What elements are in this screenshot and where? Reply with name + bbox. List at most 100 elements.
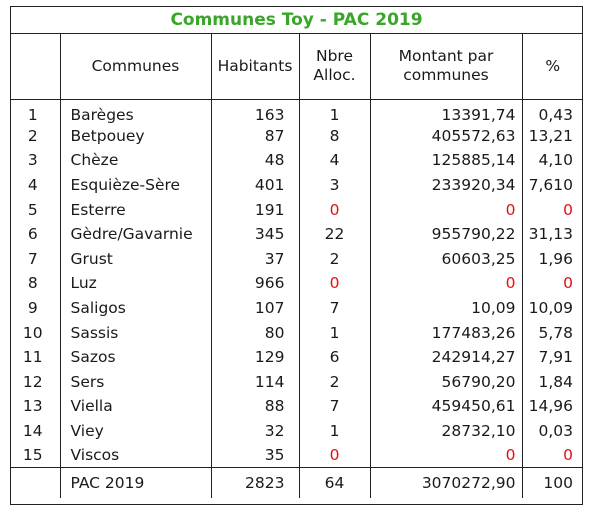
row-alloc: 0 <box>298 271 370 296</box>
total-pct: 100 <box>521 467 583 498</box>
row-montant: 177483,26 <box>369 320 522 345</box>
header-row: Communes Habitants Nbre Alloc. Montant pa… <box>10 34 583 100</box>
total-montant: 3070272,90 <box>369 467 522 498</box>
table-row: 5 Esterre 191 0 0 0 <box>10 197 583 222</box>
row-habitants: 88 <box>210 394 299 419</box>
row-montant: 0 <box>369 271 522 296</box>
row-alloc: 4 <box>298 148 370 173</box>
row-pct: 10,09 <box>521 295 583 321</box>
row-index: 13 <box>22 397 43 416</box>
row-habitants: 35 <box>210 443 299 468</box>
row-commune: Sazos <box>59 344 211 370</box>
row-index: 1 <box>27 105 38 124</box>
row-index: 9 <box>27 299 38 318</box>
header-alloc-line2: Alloc. <box>313 66 356 85</box>
row-habitants: 191 <box>210 197 299 222</box>
table-row: 10 Sassis 80 1 177483,26 5,78 <box>10 320 583 345</box>
row-alloc: 3 <box>298 172 370 198</box>
total-row: PAC 2019 2823 64 3070272,90 100 <box>10 467 583 498</box>
row-montant: 0 <box>369 443 522 468</box>
row-commune: Saligos <box>59 295 211 321</box>
row-pct: 31,13 <box>521 221 583 247</box>
row-pct: 0,43 <box>521 99 583 124</box>
table-body: 1 Barèges 163 1 13391,74 0,43 2 Betpouey 87 8 4055… <box>10 99 583 468</box>
table-row: 8 Luz 966 0 0 0 <box>10 271 583 296</box>
row-pct: 0 <box>521 443 583 468</box>
row-commune: Barèges <box>59 99 211 124</box>
table-row: 2 Betpouey 87 8 405572,63 13,21 <box>10 123 583 149</box>
row-commune: Esquièze-Sère <box>59 172 211 198</box>
row-alloc: 0 <box>298 197 370 222</box>
row-habitants: 129 <box>210 344 299 370</box>
table-row: 12 Sers 114 2 56790,20 1,84 <box>10 369 583 395</box>
row-commune: Luz <box>59 271 211 296</box>
row-alloc: 2 <box>298 246 370 272</box>
row-montant: 125885,14 <box>369 148 522 173</box>
table-row: 6 Gèdre/Gavarnie 345 22 955790,22 31,13 <box>10 221 583 247</box>
row-pct: 1,96 <box>521 246 583 272</box>
total-alloc: 64 <box>298 467 370 498</box>
table-row: 13 Viella 88 7 459450,61 14,96 <box>10 394 583 419</box>
row-montant: 405572,63 <box>369 123 522 149</box>
header-index <box>10 34 60 100</box>
row-alloc: 1 <box>298 418 370 444</box>
row-alloc: 7 <box>298 394 370 419</box>
table-row: 3 Chèze 48 4 125885,14 4,10 <box>10 148 583 173</box>
row-commune: Sers <box>59 369 211 395</box>
row-montant: 233920,34 <box>369 172 522 198</box>
row-commune: Chèze <box>59 148 211 173</box>
row-alloc: 0 <box>298 443 370 468</box>
row-index: 12 <box>22 372 43 391</box>
header-habitants: Habitants <box>210 34 299 100</box>
row-index: 7 <box>27 249 38 268</box>
row-pct: 1,84 <box>521 369 583 395</box>
row-habitants: 114 <box>210 369 299 395</box>
row-index: 5 <box>27 200 38 219</box>
row-pct: 14,96 <box>521 394 583 419</box>
communes-table: Communes Habitants Nbre Alloc. Montant pa… <box>10 34 583 498</box>
table-row: 14 Viey 32 1 28732,10 0,03 <box>10 418 583 444</box>
row-alloc: 8 <box>298 123 370 149</box>
row-habitants: 163 <box>210 99 299 124</box>
header-montant-line2: communes <box>403 66 489 85</box>
row-pct: 7,91 <box>521 344 583 370</box>
row-alloc: 22 <box>298 221 370 247</box>
row-montant: 242914,27 <box>369 344 522 370</box>
row-habitants: 48 <box>210 148 299 173</box>
header-pct: % <box>521 34 583 100</box>
row-pct: 5,78 <box>521 320 583 345</box>
row-index: 3 <box>27 151 38 170</box>
row-index: 2 <box>27 126 38 145</box>
table-row: 11 Sazos 129 6 242914,27 7,91 <box>10 344 583 370</box>
row-commune: Esterre <box>59 197 211 222</box>
row-pct: 0 <box>521 271 583 296</box>
row-pct: 0 <box>521 197 583 222</box>
table-row: 4 Esquièze-Sère 401 3 233920,34 7,610 <box>10 172 583 198</box>
row-habitants: 80 <box>210 320 299 345</box>
row-commune: Gèdre/Gavarnie <box>59 221 211 247</box>
row-habitants: 37 <box>210 246 299 272</box>
row-alloc: 1 <box>298 320 370 345</box>
row-alloc: 7 <box>298 295 370 321</box>
row-index: 8 <box>27 274 38 293</box>
row-pct: 13,21 <box>521 123 583 149</box>
row-montant: 13391,74 <box>369 99 522 124</box>
row-alloc: 1 <box>298 99 370 124</box>
row-index: 11 <box>22 348 43 367</box>
row-habitants: 32 <box>210 418 299 444</box>
total-habitants: 2823 <box>210 467 299 498</box>
row-index: 6 <box>27 225 38 244</box>
row-index: 10 <box>22 323 43 342</box>
row-montant: 56790,20 <box>369 369 522 395</box>
total-index <box>10 467 60 498</box>
row-montant: 0 <box>369 197 522 222</box>
row-commune: Viscos <box>59 443 211 468</box>
row-pct: 7,610 <box>521 172 583 198</box>
table-title: Communes Toy - PAC 2019 <box>10 6 583 34</box>
table-row: 7 Grust 37 2 60603,25 1,96 <box>10 246 583 272</box>
row-commune: Grust <box>59 246 211 272</box>
row-habitants: 966 <box>210 271 299 296</box>
row-montant: 955790,22 <box>369 221 522 247</box>
row-montant: 60603,25 <box>369 246 522 272</box>
row-habitants: 107 <box>210 295 299 321</box>
